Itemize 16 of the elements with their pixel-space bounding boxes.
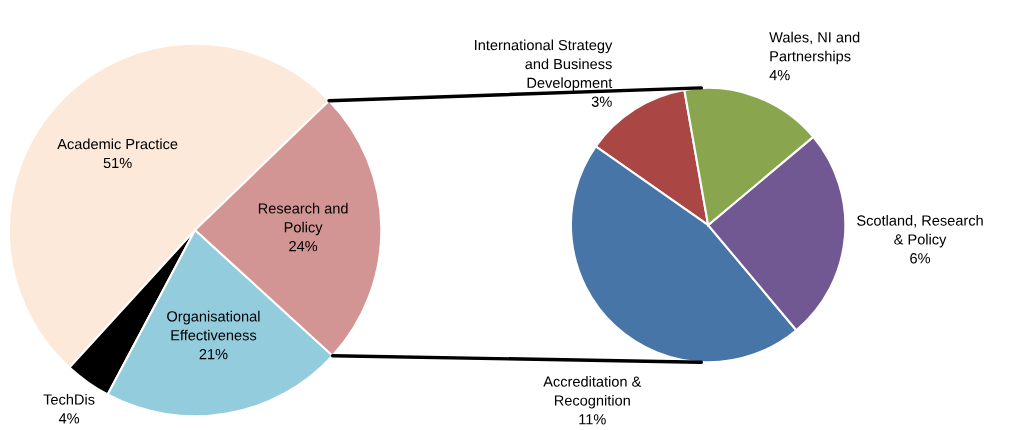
slice-label: TechDis (43, 393, 95, 405)
data-label: 3% (591, 96, 612, 107)
data-label: 4% (769, 70, 790, 81)
slice-label: Wales, NI and Partnerships (769, 31, 860, 65)
slice-label: Academic Practice (57, 138, 178, 150)
slice-label: Organisational Effectiveness (167, 310, 260, 341)
data-label: 11% (579, 414, 606, 425)
slice-label: Scotland, Research & Policy (857, 214, 983, 248)
data-label: 24% (289, 241, 318, 252)
data-label: 4% (58, 413, 80, 424)
slice-label: Accreditation & Recognition (543, 376, 642, 409)
slice-label: International Strategy and Business Development (475, 39, 613, 91)
data-label: 51% (103, 157, 132, 169)
data-label: 6% (910, 253, 931, 264)
data-label: 21% (199, 348, 228, 360)
slice-label: Research and Policy (258, 202, 348, 236)
